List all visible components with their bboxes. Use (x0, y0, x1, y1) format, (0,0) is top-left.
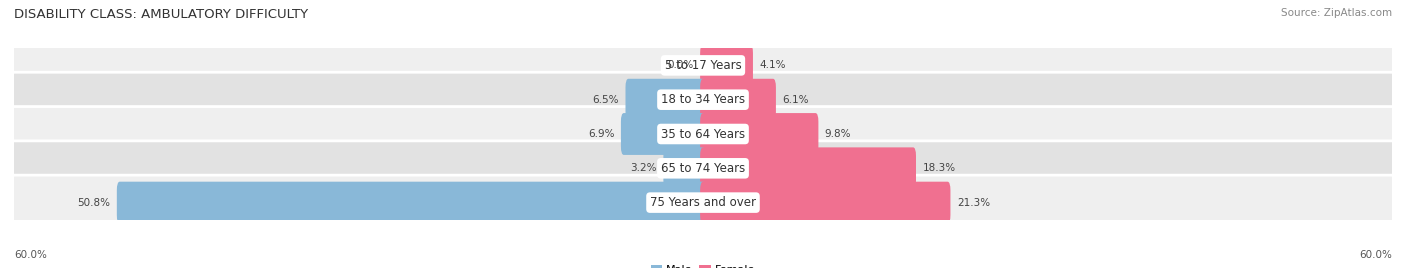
Text: DISABILITY CLASS: AMBULATORY DIFFICULTY: DISABILITY CLASS: AMBULATORY DIFFICULTY (14, 8, 308, 21)
FancyBboxPatch shape (11, 107, 1395, 161)
Text: 0.0%: 0.0% (668, 60, 693, 70)
Text: Source: ZipAtlas.com: Source: ZipAtlas.com (1281, 8, 1392, 18)
FancyBboxPatch shape (11, 38, 1395, 93)
Text: 50.8%: 50.8% (77, 198, 111, 208)
Text: 5 to 17 Years: 5 to 17 Years (665, 59, 741, 72)
Text: 3.2%: 3.2% (630, 163, 657, 173)
FancyBboxPatch shape (700, 182, 950, 224)
FancyBboxPatch shape (700, 113, 818, 155)
Text: 18 to 34 Years: 18 to 34 Years (661, 93, 745, 106)
FancyBboxPatch shape (621, 113, 706, 155)
FancyBboxPatch shape (700, 44, 754, 86)
Text: 75 Years and over: 75 Years and over (650, 196, 756, 209)
FancyBboxPatch shape (626, 79, 706, 121)
Text: 6.1%: 6.1% (782, 95, 808, 105)
FancyBboxPatch shape (11, 175, 1395, 230)
Text: 6.5%: 6.5% (593, 95, 619, 105)
Legend: Male, Female: Male, Female (647, 260, 759, 268)
FancyBboxPatch shape (11, 72, 1395, 127)
Text: 9.8%: 9.8% (825, 129, 851, 139)
Text: 18.3%: 18.3% (922, 163, 956, 173)
FancyBboxPatch shape (700, 147, 915, 189)
FancyBboxPatch shape (700, 79, 776, 121)
FancyBboxPatch shape (664, 147, 706, 189)
FancyBboxPatch shape (11, 141, 1395, 196)
Text: 60.0%: 60.0% (14, 250, 46, 260)
Text: 6.9%: 6.9% (588, 129, 614, 139)
Text: 4.1%: 4.1% (759, 60, 786, 70)
FancyBboxPatch shape (117, 182, 706, 224)
Text: 60.0%: 60.0% (1360, 250, 1392, 260)
Text: 65 to 74 Years: 65 to 74 Years (661, 162, 745, 175)
Text: 21.3%: 21.3% (956, 198, 990, 208)
Text: 35 to 64 Years: 35 to 64 Years (661, 128, 745, 140)
